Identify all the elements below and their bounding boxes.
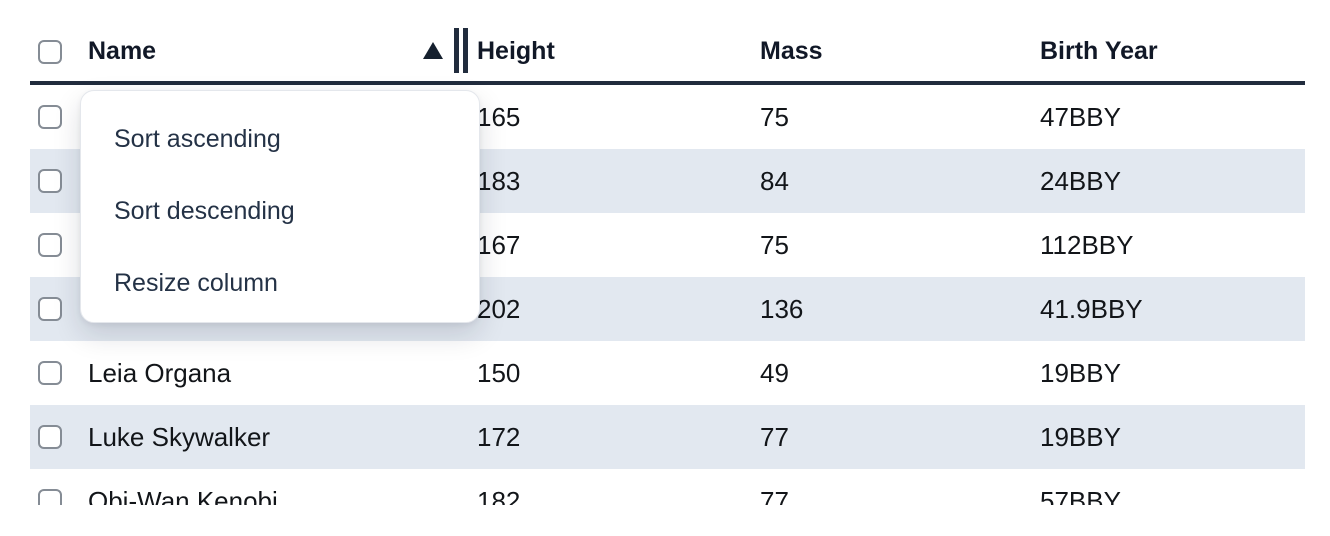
cell-height: 202 [477,293,521,324]
select-all-checkbox[interactable] [38,39,62,64]
cell-name: Obi-Wan Kenobi [88,485,278,506]
cell-name: Luke Skywalker [88,421,271,452]
cell-birth-year: 112BBY [1040,229,1134,260]
row-select-checkbox[interactable] [38,489,62,505]
cell-height: 150 [477,357,521,388]
cell-height: 182 [477,485,521,506]
cell-mass: 75 [760,229,789,260]
table-row: 165 75 47BBY [30,85,1305,149]
cell-mass: 77 [760,421,789,452]
row-select-checkbox[interactable] [38,361,62,385]
cell-height: 172 [477,421,521,452]
cell-birth-year: 41.9BBY [1040,293,1143,324]
table-row: Leia Organa 150 49 19BBY [30,341,1305,405]
column-header-height[interactable]: Height [477,37,555,65]
row-select-checkbox[interactable] [38,425,62,449]
cell-birth-year: 47BBY [1040,101,1121,132]
cell-birth-year: 24BBY [1040,165,1121,196]
column-context-menu: Sort ascending Sort descending Resize co… [80,90,480,323]
cell-birth-year: 57BBY [1040,485,1121,506]
cell-height: 165 [477,101,521,132]
cell-birth-year: 19BBY [1040,357,1121,388]
column-header-birth-year[interactable]: Birth Year [1040,37,1158,65]
menu-item-sort-descending[interactable]: Sort descending [114,196,295,225]
table-row: Obi-Wan Kenobi 182 77 57BBY [30,469,1305,505]
cell-mass: 84 [760,165,789,196]
sort-ascending-icon [423,42,443,59]
cell-mass: 77 [760,485,789,506]
row-select-checkbox[interactable] [38,297,62,321]
select-all-cell [30,39,80,64]
resize-bar-icon [454,28,459,73]
row-select-checkbox[interactable] [38,169,62,193]
table-header-row: Name Height Mass Birth Year [30,0,1305,85]
resize-bar-icon [463,28,468,73]
column-header-name[interactable]: Name [88,37,157,65]
cell-birth-year: 19BBY [1040,421,1121,452]
cell-height: 183 [477,165,521,196]
cell-mass: 75 [760,101,789,132]
cell-height: 167 [477,229,521,260]
column-resize-handle[interactable] [454,28,468,73]
cell-name: Leia Organa [88,357,232,388]
row-select-checkbox[interactable] [38,105,62,129]
table-row: Luke Skywalker 172 77 19BBY [30,405,1305,469]
menu-item-resize-column[interactable]: Resize column [114,268,278,297]
table-row: 167 75 112BBY [30,213,1305,277]
column-header-mass[interactable]: Mass [760,37,823,65]
cell-mass: 49 [760,357,789,388]
cell-mass: 136 [760,293,804,324]
menu-item-sort-ascending[interactable]: Sort ascending [114,124,281,153]
row-select-checkbox[interactable] [38,233,62,257]
